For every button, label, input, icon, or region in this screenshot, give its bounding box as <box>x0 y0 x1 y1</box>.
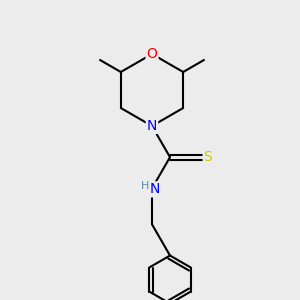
Text: N: N <box>150 182 160 197</box>
Text: O: O <box>147 47 158 61</box>
Text: S: S <box>204 150 212 164</box>
Text: H: H <box>141 182 149 191</box>
Text: N: N <box>147 119 157 133</box>
